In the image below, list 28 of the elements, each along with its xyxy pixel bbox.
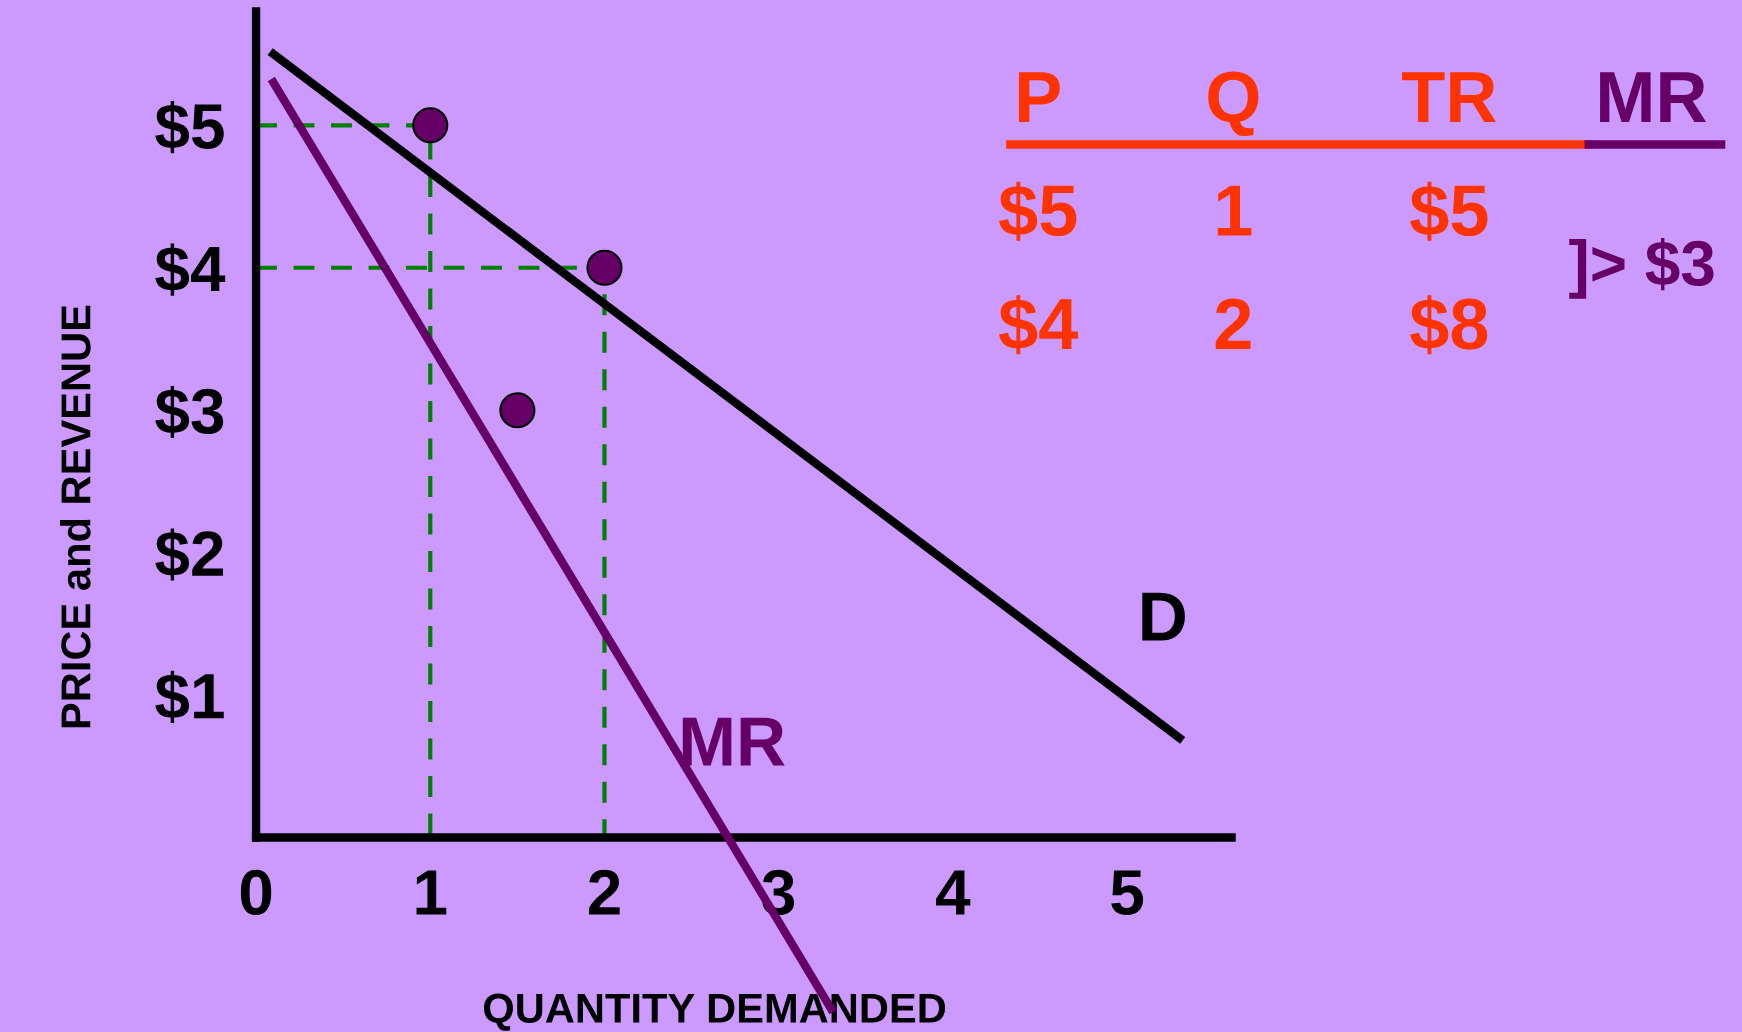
x-tick-label: 5 [1111, 870, 1144, 916]
x-tick-label: 1 [416, 870, 447, 915]
text: MR [1600, 72, 1707, 122]
series-label: D [1142, 592, 1185, 641]
annotation: $5 [999, 181, 1077, 241]
x-axis-title: QUANTITY DEMANDED [484, 993, 946, 1031]
x-tick-label: 0 [240, 869, 272, 916]
point [499, 392, 536, 429]
annotation: Q [1208, 71, 1259, 137]
annotation: $4 [999, 295, 1079, 355]
x-tick-label: 2 [588, 869, 620, 915]
series-label: MR [682, 717, 785, 766]
text: $8 [1410, 295, 1488, 355]
text: TR [1402, 72, 1496, 122]
y-tick-label: $2 [155, 528, 223, 581]
point [586, 249, 623, 286]
y-tick-label: $3 [155, 385, 224, 439]
x-tick-label: 4 [936, 870, 971, 915]
annotation: P [1018, 72, 1060, 122]
text: $5 [1410, 181, 1488, 241]
y-axis-title: PRICE and REVENUE [60, 305, 91, 728]
y-tick-label: $1 [155, 670, 224, 723]
annotation: 2 [1215, 298, 1251, 349]
point [412, 107, 449, 144]
y-tick-label: $5 [155, 101, 224, 154]
text: ]> $3 [1569, 237, 1714, 299]
y-tick-label: $4 [155, 243, 226, 296]
annotation: 1 [1217, 185, 1252, 236]
